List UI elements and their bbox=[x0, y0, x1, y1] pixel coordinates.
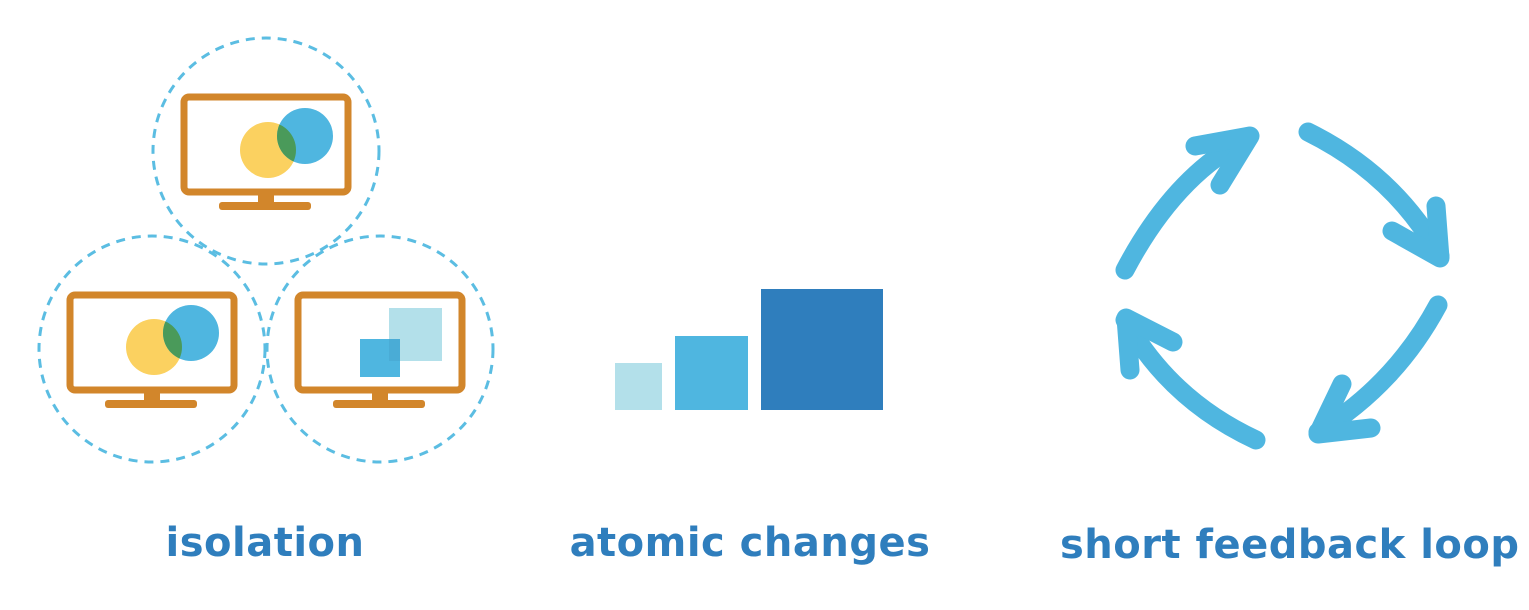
dashed-circle-top bbox=[151, 36, 381, 266]
dashed-circle-left bbox=[37, 234, 267, 464]
monitor-icon-right bbox=[294, 291, 466, 408]
isolation-panel: isolation bbox=[0, 0, 520, 566]
dashed-circle-right bbox=[265, 234, 495, 464]
arrow-lower-left bbox=[1115, 310, 1266, 450]
monitor-icon-top bbox=[180, 93, 352, 210]
large-square bbox=[761, 289, 883, 410]
monitor-icon-left bbox=[66, 291, 238, 408]
arrow-upper-right bbox=[1298, 122, 1450, 266]
caption-atomic-changes: atomic changes bbox=[569, 520, 931, 566]
arrow-lower-right bbox=[1308, 295, 1448, 442]
monitors-in-dashed-circles-icon bbox=[37, 36, 495, 464]
medium-square bbox=[675, 336, 748, 410]
arrow-upper-left bbox=[1115, 128, 1258, 280]
caption-short-feedback-loop: short feedback loop bbox=[1060, 522, 1520, 568]
small-square bbox=[615, 363, 662, 410]
caption-isolation: isolation bbox=[165, 520, 365, 566]
